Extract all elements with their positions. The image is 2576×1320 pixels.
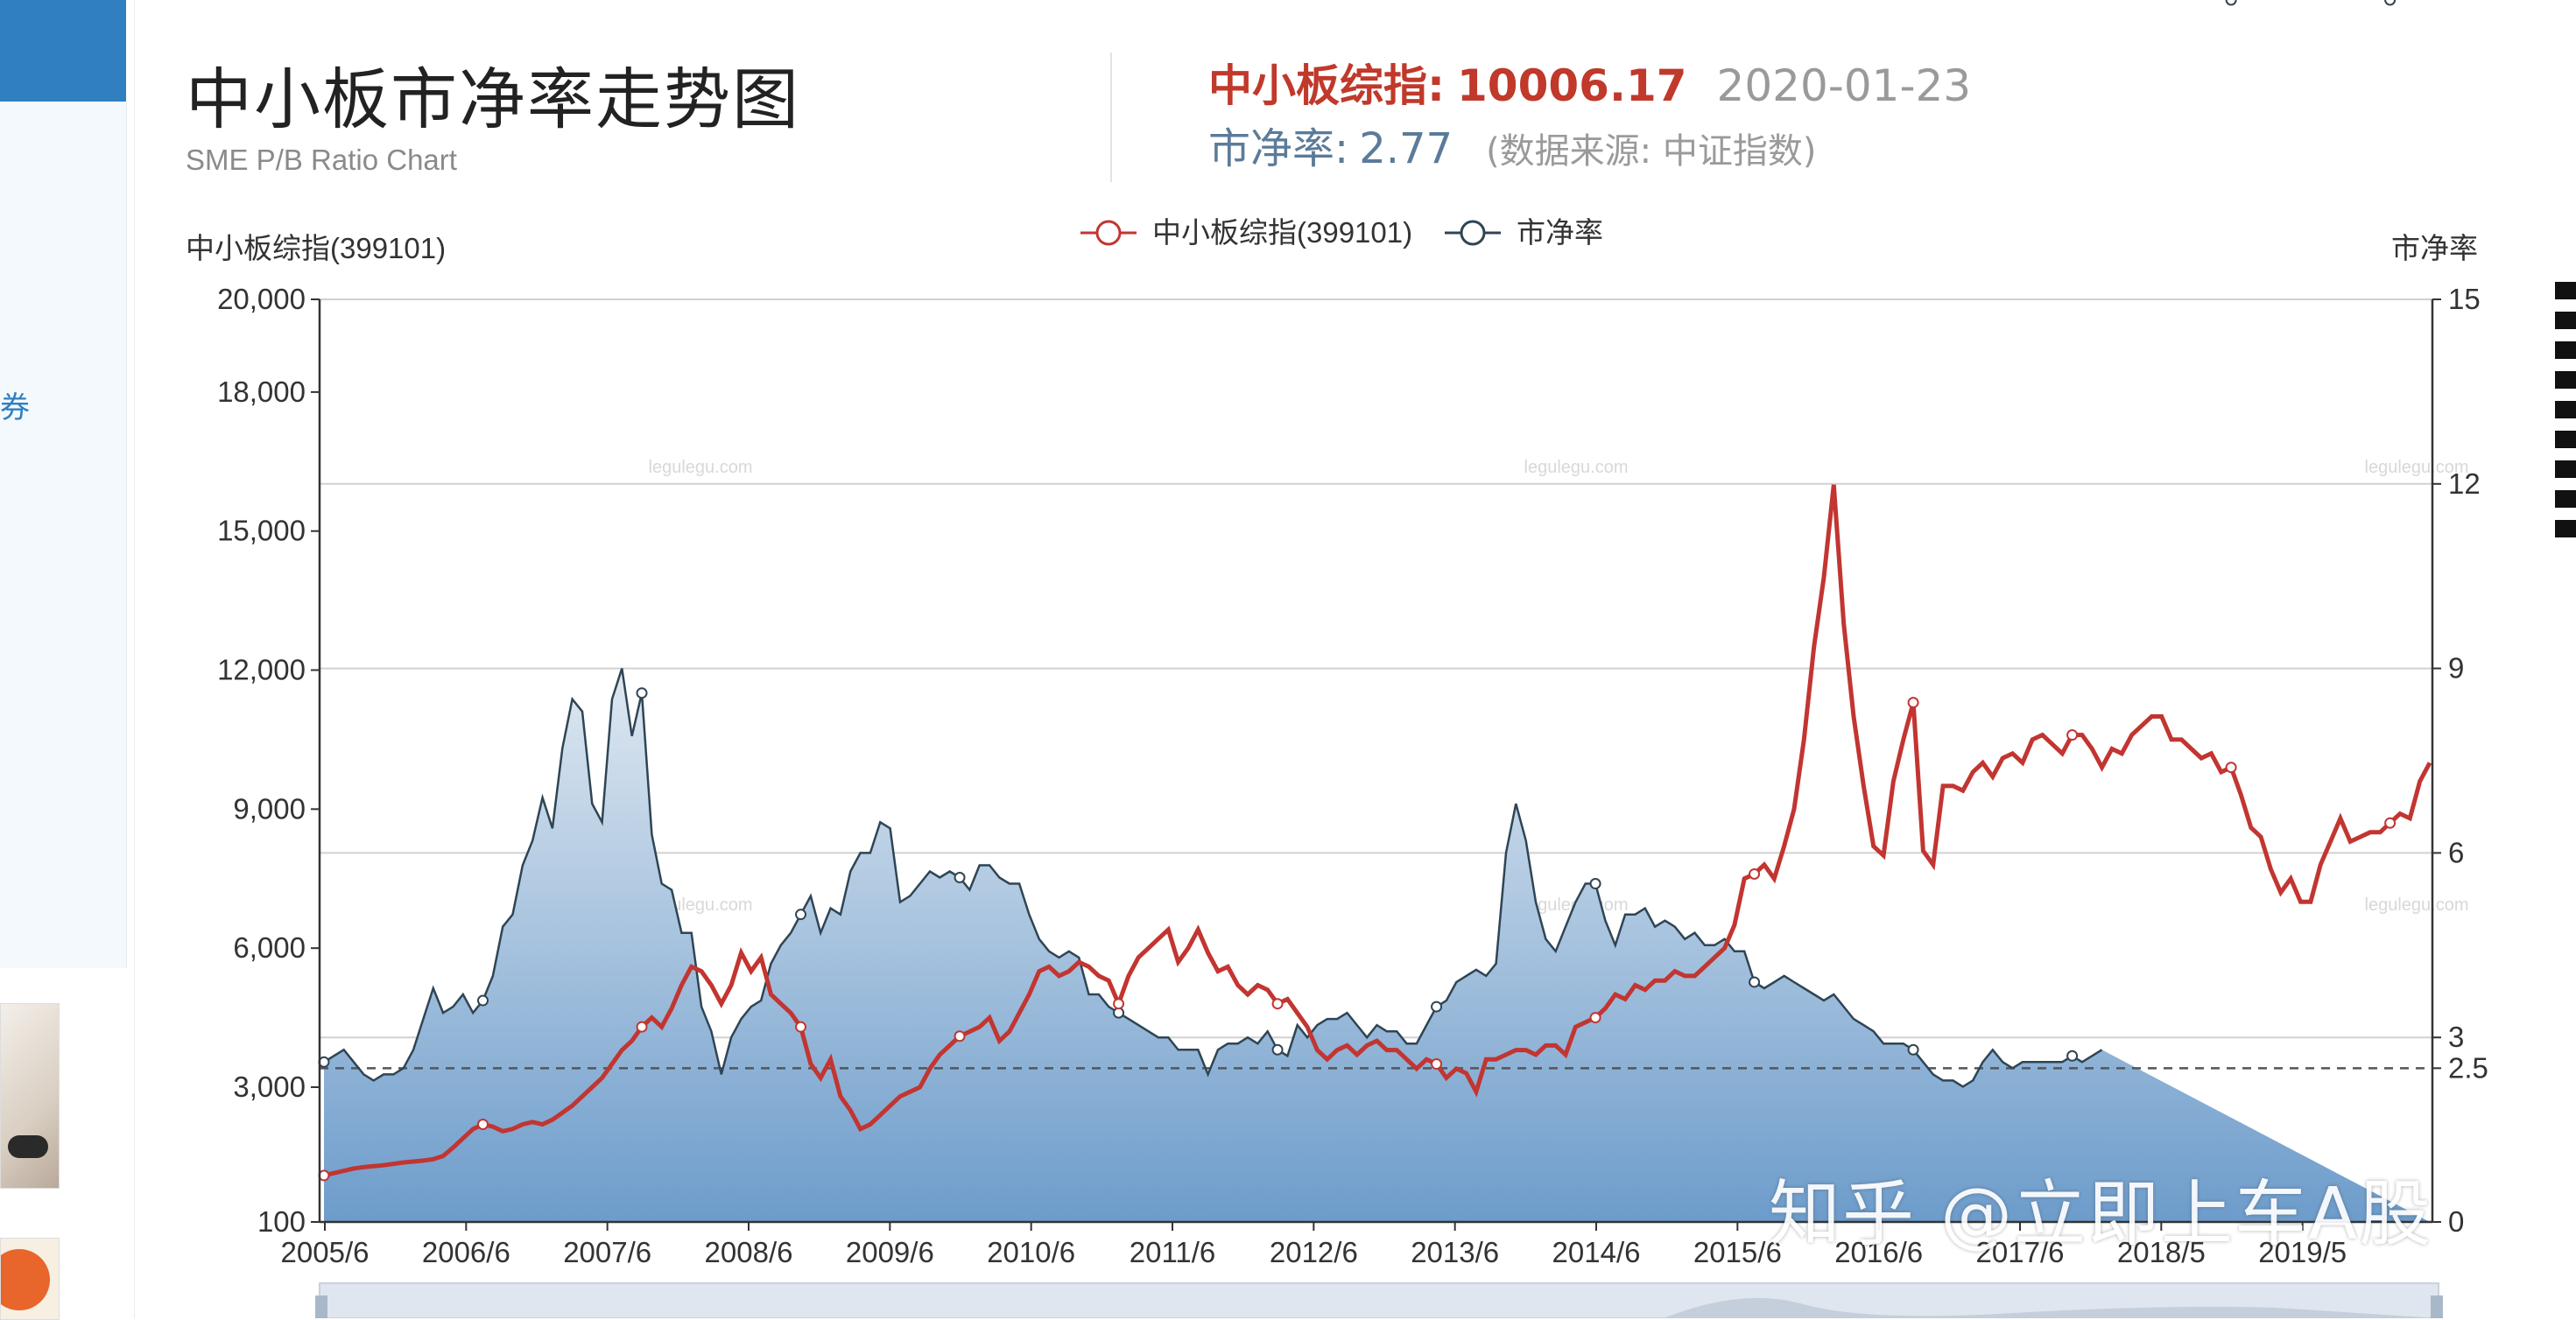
qr-code-icon[interactable] [2555, 282, 2576, 544]
index-label: 中小板综指: [1208, 60, 1445, 111]
thumbnail-image[interactable] [0, 1238, 60, 1320]
overlay-watermark: 知乎 @立即上车A股 [1769, 1173, 2433, 1256]
chart-card [134, 0, 2560, 1318]
index-date: 2020-01-23 [1716, 60, 1972, 111]
page-title: 中小板市净率走势图 [186, 60, 800, 138]
data-source: (数据来源: 中证指数) [1486, 131, 1817, 172]
index-value: 10006.17 [1457, 60, 1687, 111]
sidebar-panel [0, 102, 127, 968]
header-divider [1110, 53, 1112, 182]
pb-label: 市净率: [1208, 124, 1349, 173]
index-summary: 中小板综指: 10006.17 2020-01-23 [1208, 51, 1971, 114]
pb-summary: 市净率: 2.77 (数据来源: 中证指数) [1208, 114, 1816, 175]
pb-value: 2.77 [1359, 124, 1453, 173]
page-subtitle: SME P/B Ratio Chart [186, 144, 457, 176]
sidebar-header-block[interactable] [0, 0, 126, 102]
sidebar-link[interactable]: 券 [0, 390, 30, 425]
thumbnail-image[interactable] [0, 1003, 60, 1189]
